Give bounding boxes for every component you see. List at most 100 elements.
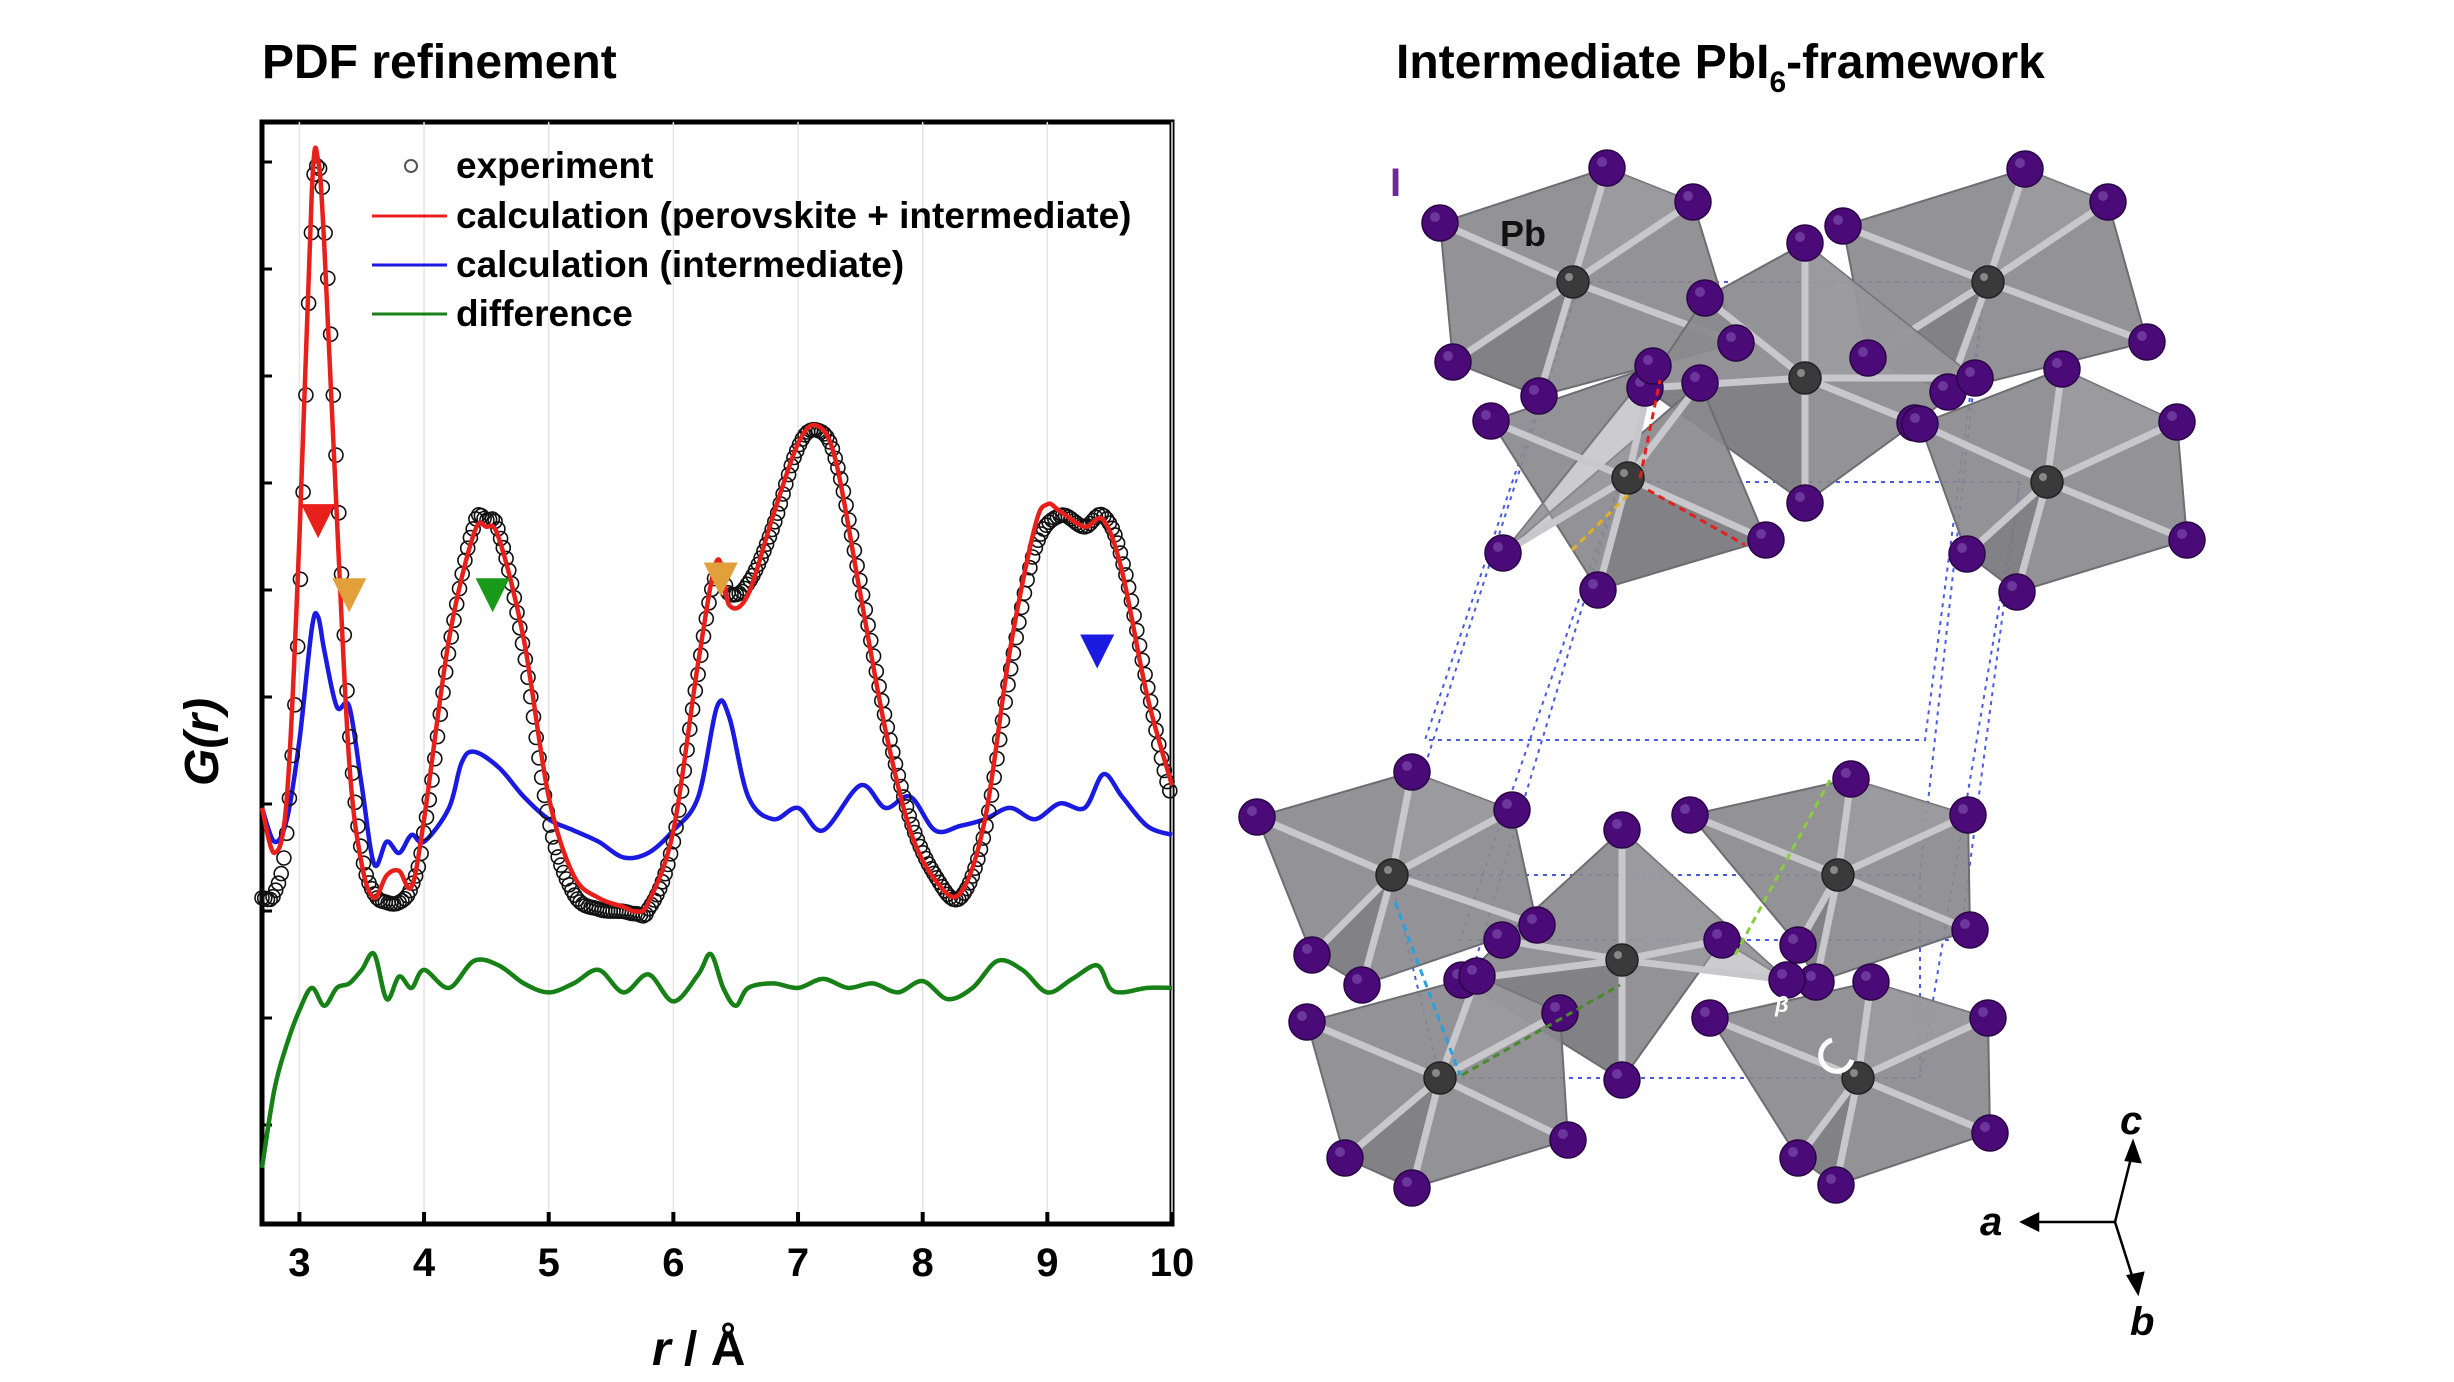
iodine-atom-highlight [1938, 381, 1948, 391]
iodine-atom-highlight [1980, 1122, 1990, 1132]
lead-atom-highlight [1384, 866, 1392, 874]
pb-i-bond [1701, 294, 1809, 382]
iodine-atom-highlight [1643, 355, 1653, 365]
iodine-atom [1779, 926, 1817, 964]
iodine-atom-highlight [1957, 543, 1967, 553]
iodine-atom-highlight [1788, 1147, 1798, 1157]
iodine-atom [1691, 999, 1729, 1037]
iodine-atom [1969, 999, 2007, 1037]
lead-atom-highlight [1980, 273, 1988, 281]
iodine-atom-highlight [1492, 929, 1502, 939]
pb-i-bond [1358, 871, 1396, 989]
pb-i-bond [1624, 474, 1770, 544]
x-tick-label-5: 5 [538, 1241, 560, 1285]
pb-i-bond [1535, 278, 1577, 400]
x-axis-label-unit: / Å [671, 1322, 746, 1376]
iodine-atom [1998, 573, 2036, 611]
lead-atom [1556, 265, 1590, 299]
bond-arrow-dark-green [1461, 983, 1621, 1077]
iodine-atom [1520, 377, 1558, 415]
pb-i-bond [1436, 1074, 1572, 1144]
lead-atom-highlight [1565, 273, 1573, 281]
iodine-atom [1717, 324, 1755, 362]
iodine-atom [2128, 323, 2166, 361]
axis-c-line [2113, 1149, 2135, 1223]
iodine-atom-highlight [1695, 287, 1705, 297]
iodine-atom [1326, 1139, 1364, 1177]
x-axis-label-variable: r [652, 1323, 673, 1376]
iodine-atom-highlight [1247, 806, 1257, 816]
iodine-atom [1852, 963, 1890, 1001]
series-line-calculation-intermediate [259, 610, 1173, 869]
pb-i-bond [1854, 1014, 1992, 1082]
iodine-atom-highlight [1965, 367, 1975, 377]
lead-atom [1841, 1061, 1875, 1095]
iodine-atom [1484, 534, 1522, 572]
iodine-atom [1343, 966, 1381, 1004]
pb-i-bond [1618, 956, 1791, 984]
axis-a-label: a [1980, 1200, 2002, 1244]
iodine-atom-highlight [1481, 410, 1491, 420]
y-axis-label: G(r) [176, 698, 229, 786]
bond-arrows [1393, 379, 1832, 1077]
iodine-atom [1293, 936, 1331, 974]
iodine-atom [1238, 798, 1276, 836]
octahedron-facet [1805, 243, 1975, 378]
lead-atom-highlight [1614, 951, 1622, 959]
iodine-atom [1951, 911, 1989, 949]
experiment-point [1008, 629, 1025, 646]
axis-c-arrowhead-icon [2124, 1138, 2142, 1164]
iodine-atom-highlight [1502, 799, 1512, 809]
iodine-atom [1671, 796, 1709, 834]
iodine-atom-highlight [1690, 372, 1700, 382]
beta-angle-arc-icon [1818, 1037, 1855, 1074]
iodine-atom-highlight [1726, 332, 1736, 342]
x-tick-label-3: 3 [288, 1241, 310, 1285]
iodine-atom [1824, 207, 1862, 245]
iodine-atom-highlight [1527, 914, 1537, 924]
bond-arrow-light-green [1733, 779, 1832, 956]
legend-experiment-label: experiment [456, 145, 653, 186]
iodine-atom-highlight [1588, 579, 1598, 589]
legend-difference-label: difference [456, 293, 633, 334]
x-gridlines [298, 122, 1173, 1224]
y-ticks [262, 160, 272, 1127]
iodine-atom-highlight [2137, 331, 2147, 341]
pb-i-bond [2013, 478, 2051, 596]
iodine-atom [1681, 364, 1719, 402]
lead-atom-highlight [1797, 369, 1805, 377]
octahedron-facet [2047, 369, 2177, 482]
iodine-atom [1458, 957, 1496, 995]
x-tick-label-4: 4 [413, 1241, 436, 1285]
x-tick-label-9: 9 [1036, 1241, 1058, 1285]
iodine-atom-highlight [1712, 929, 1722, 939]
experiment-point [1022, 559, 1038, 576]
structure-title-subscript: 6 [1769, 66, 1786, 99]
iodine-atom-highlight [1756, 529, 1766, 539]
iodine-atom [1786, 224, 1824, 262]
pb-i-bond [1834, 871, 1974, 934]
iodine-atom-highlight [1529, 385, 1539, 395]
iodine-atom-highlight [1861, 971, 1871, 981]
iodine-atom [1579, 571, 1617, 609]
series-layer [254, 145, 1178, 1169]
experiment-point [276, 850, 292, 866]
experiment-point [402, 882, 418, 899]
pb-i-bond [1594, 474, 1632, 594]
iodine-atom-highlight [1443, 351, 1453, 361]
octahedron-facet [1573, 168, 1693, 282]
pb-i-bond [1341, 1074, 1444, 1162]
iodine-atom-highlight [1467, 965, 1477, 975]
experiment-point [816, 426, 833, 442]
iodine-atom-highlight [1297, 1011, 1307, 1021]
axis-b-arrowhead-icon [2126, 1271, 2145, 1297]
experiment-point [1005, 645, 1022, 662]
axis-b-label: b [2130, 1300, 2154, 1344]
iodine-atom [1786, 484, 1824, 522]
iodine-atom [1472, 402, 1510, 440]
pb-i-bond [1641, 374, 1809, 392]
pb-i-bond [1408, 1074, 1444, 1192]
iodine-atom [1817, 1166, 1855, 1204]
iodine-atom [1849, 339, 1887, 377]
